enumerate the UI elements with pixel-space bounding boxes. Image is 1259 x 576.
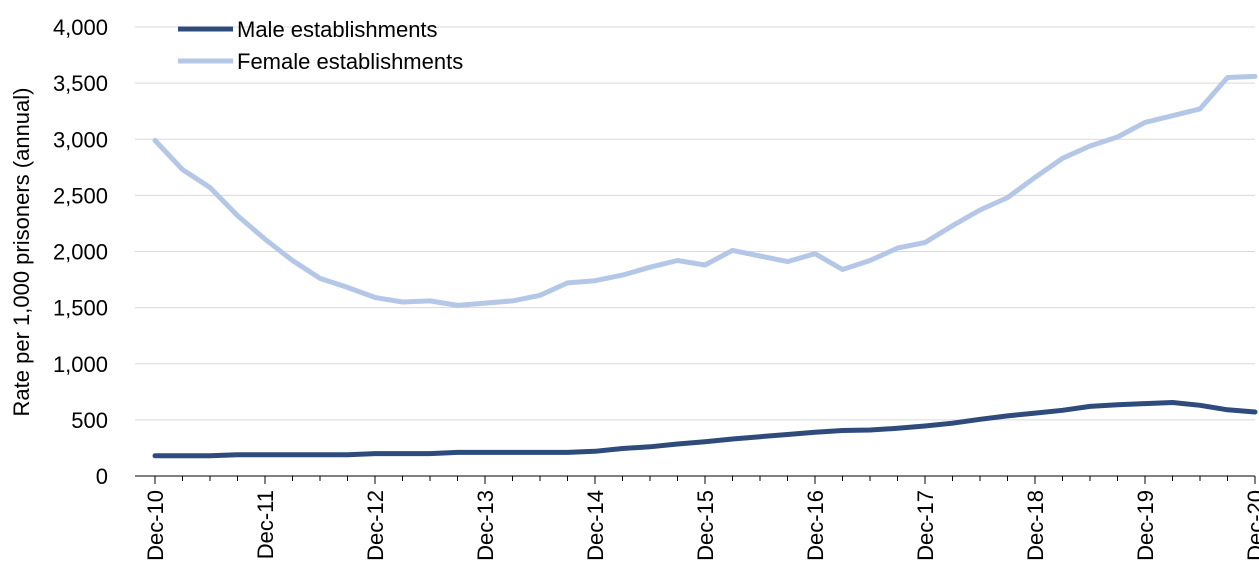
x-tick-label: Dec-16	[803, 490, 828, 561]
x-axis-ticks	[154, 476, 1256, 484]
x-tick-label: Dec-11	[253, 490, 278, 559]
gridlines	[135, 26, 1255, 421]
x-tick-label: Dec-17	[913, 490, 938, 561]
x-axis-tick-labels: Dec-10 Dec-11 Dec-12 Dec-13 Dec-14 Dec-15 Dec-…	[143, 490, 1259, 561]
y-tick-label: 2,500	[53, 183, 108, 208]
x-tick-label: Dec-20	[1243, 490, 1259, 561]
series-lines	[152, 73, 1258, 459]
y-tick-label: 500	[71, 408, 108, 433]
x-tick-label: Dec-12	[363, 490, 388, 561]
x-tick-label: Dec-19	[1133, 490, 1158, 561]
series-line-female	[152, 73, 1258, 308]
series-line-male	[152, 400, 1258, 459]
legend-label-male: Male establishments	[237, 17, 438, 42]
y-tick-label: 2,000	[53, 240, 108, 265]
y-tick-label: 3,500	[53, 71, 108, 96]
y-tick-label: 0	[96, 464, 108, 489]
x-tick-label: Dec-18	[1023, 490, 1048, 561]
x-tick-label: Dec-13	[473, 490, 498, 561]
legend-label-female: Female establishments	[237, 49, 463, 74]
y-tick-label: 4,000	[53, 15, 108, 40]
x-tick-label: Dec-14	[583, 490, 608, 561]
y-tick-label: 3,000	[53, 127, 108, 152]
x-tick-label: Dec-10	[143, 490, 168, 561]
y-tick-label: 1,000	[53, 352, 108, 377]
y-axis-title: Rate per 1,000 prisoners (annual)	[9, 88, 34, 417]
y-axis-tick-labels: 0 500 1,000 1,500 2,000 2,500 3,000 3,500 4,000	[53, 15, 108, 489]
x-tick-label: Dec-15	[693, 490, 718, 561]
legend: Male establishments Female establishment…	[178, 17, 463, 74]
y-tick-label: 1,500	[53, 296, 108, 321]
